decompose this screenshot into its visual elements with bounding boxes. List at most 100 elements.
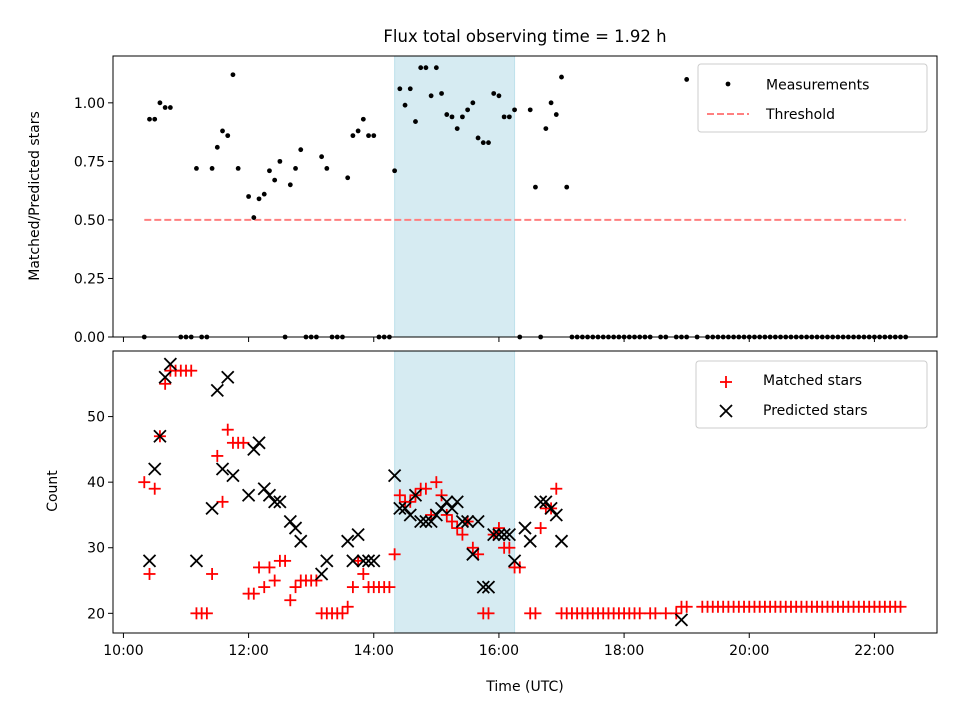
- predicted-star-point: [351, 527, 365, 542]
- predicted-star-point: [142, 554, 157, 568]
- measurement-point: [251, 215, 257, 220]
- matched-star-point: [206, 567, 219, 580]
- measurement-point: [527, 107, 533, 113]
- matched-star-point: [383, 581, 396, 594]
- measurement-point: [496, 93, 502, 99]
- bottom-x-tick-label: 22:00: [854, 643, 894, 659]
- measurement-point: [559, 74, 564, 80]
- measurement-point: [480, 140, 486, 146]
- top-y-tick-label: 0.25: [74, 271, 105, 287]
- predicted-star-point: [419, 514, 433, 529]
- measurement-point: [360, 116, 366, 122]
- predicted-star-point: [492, 527, 506, 542]
- matched-star-point: [148, 482, 161, 495]
- matched-star-point: [503, 541, 516, 554]
- predicted-star-point: [241, 488, 256, 502]
- measurement-point: [418, 65, 424, 71]
- matched-star-point: [346, 581, 359, 594]
- bottom-x-tick-label: 18:00: [604, 643, 644, 659]
- measurement-point: [235, 166, 241, 171]
- matched-star-point: [341, 600, 354, 613]
- matched-star-point: [263, 561, 276, 574]
- predicted-star-point: [361, 554, 376, 568]
- matched-star-point: [513, 561, 526, 574]
- matched-star-point: [143, 567, 156, 580]
- measurement-point: [355, 128, 361, 134]
- predicted-star-point: [320, 554, 334, 568]
- matched-star-point: [279, 554, 292, 567]
- measurement-point: [345, 175, 351, 181]
- matched-star-point: [284, 594, 297, 607]
- matched-star-point: [649, 607, 662, 620]
- matched-star-point: [440, 508, 453, 521]
- measurement-point: [298, 147, 304, 153]
- bottom-x-tick-label: 14:00: [354, 643, 394, 659]
- matched-star-point: [247, 587, 260, 600]
- measurement-point: [501, 114, 507, 120]
- matched-star-point: [211, 449, 224, 462]
- bottom-plot-frame: [112, 350, 938, 634]
- predicted-star-point: [356, 554, 370, 568]
- measurement-point: [147, 116, 152, 122]
- predicted-star-point: [518, 521, 532, 535]
- bottom-y-tick-label: 20: [87, 606, 105, 622]
- bottom-y-axis-label: Count: [45, 470, 61, 512]
- predicted-star-point: [247, 442, 261, 457]
- top-y-tick-label: 0.00: [74, 330, 105, 346]
- predicted-star-point: [341, 534, 355, 548]
- measurement-point: [449, 114, 455, 120]
- measurement-point: [319, 154, 325, 160]
- measurement-point: [230, 72, 236, 78]
- bottom-y-tick-label: 30: [87, 541, 105, 557]
- matched-star-point: [451, 522, 464, 535]
- bottom-y-tick-label: 50: [87, 410, 105, 426]
- measurement-point: [366, 133, 371, 139]
- measurement-point: [261, 191, 267, 197]
- measurement-point: [293, 166, 298, 171]
- bottom-y-ticks: 20 30 40 50: [87, 410, 113, 622]
- measurement-point: [167, 105, 173, 110]
- predicted-star-point: [539, 495, 553, 509]
- predicted-star-point: [252, 436, 266, 450]
- measurement-point: [684, 77, 690, 82]
- predicted-star-point: [221, 370, 235, 384]
- measurement-point: [470, 100, 476, 106]
- matched-star-point: [336, 607, 349, 620]
- measurement-point: [428, 93, 434, 99]
- bottom-legend: Matched stars Predicted stars: [695, 360, 928, 429]
- predicted-star-point: [481, 580, 496, 594]
- measurement-point: [444, 112, 450, 117]
- top-legend: Measurements Threshold: [697, 63, 928, 133]
- matched-star-point: [404, 495, 417, 508]
- predicted-star-point: [283, 514, 297, 529]
- top-plot-frame: [112, 55, 938, 338]
- predicted-star-point: [674, 613, 689, 627]
- matched-star-point: [159, 377, 172, 390]
- measurement-point: [553, 112, 559, 117]
- matched-star-point: [138, 476, 151, 489]
- predicted-star-point: [153, 429, 167, 443]
- matched-star-point: [237, 436, 250, 449]
- predicted-star-point: [471, 514, 485, 529]
- matched-star-point: [445, 515, 458, 528]
- measurement-point: [423, 65, 429, 71]
- predicted-star-point: [158, 370, 172, 384]
- predicted-star-point: [314, 567, 329, 581]
- top-panel: 0.00 0.25 0.50 0.75 1.00 Flux total observin…: [27, 27, 938, 346]
- measurement-point: [392, 168, 398, 174]
- matched-star-point: [550, 482, 563, 495]
- predicted-star-point: [414, 514, 428, 529]
- measurement-point: [543, 126, 549, 131]
- top-y-axis-label: Matched/Predicted stars: [27, 111, 43, 281]
- top-legend-box: [697, 63, 928, 133]
- predicted-star-point: [346, 554, 360, 568]
- legend-predicted-label: Predicted stars: [763, 403, 868, 419]
- matched-star-point: [430, 476, 443, 489]
- measurement-point: [564, 184, 570, 190]
- bottom-legend-box: [695, 360, 928, 429]
- legend-measurements-label: Measurements: [766, 78, 869, 94]
- predicted-star-point: [476, 580, 490, 594]
- predicted-star-point: [268, 495, 282, 509]
- matched-star-point: [221, 423, 234, 436]
